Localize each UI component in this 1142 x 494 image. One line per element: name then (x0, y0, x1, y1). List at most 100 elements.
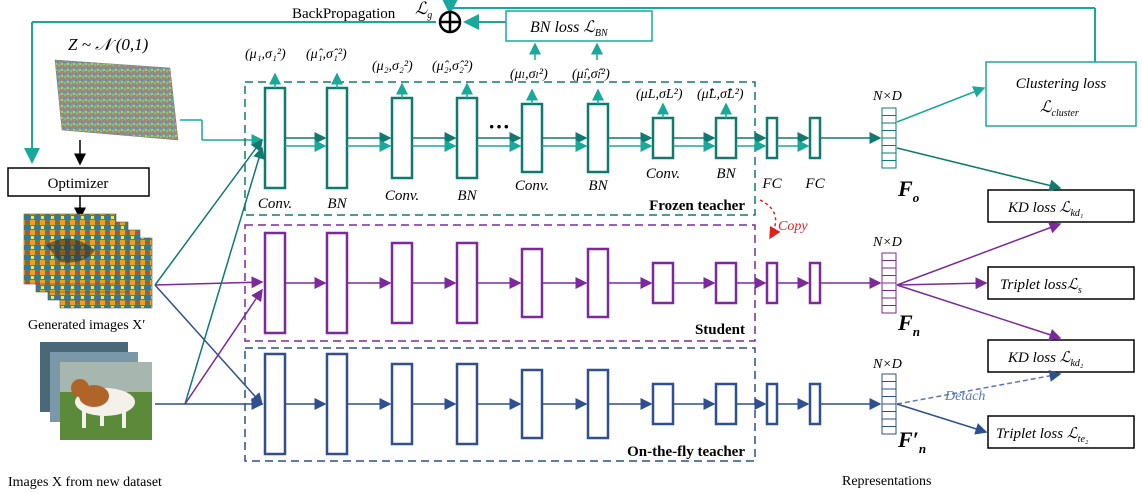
fn-symbol: Fn (897, 310, 920, 339)
frozen-layer-conv (390, 96, 414, 180)
frozen-representation-cell (881, 115, 897, 124)
noise-label: Z ~ 𝒩 (0,1) (68, 35, 149, 54)
fn-prime-symbol: F′n (897, 427, 926, 456)
ellipsis: ··· (488, 114, 510, 139)
onthefly-layer-fc (765, 382, 779, 426)
representations-label: Representations (842, 474, 931, 489)
cluster-loss-box (985, 61, 1137, 127)
stat-mu1-hat: (μ̂₁,σ̂₁²) (306, 47, 347, 62)
student-label: Student (695, 322, 745, 338)
output-arrows (896, 86, 1062, 435)
student-representation-cell (881, 252, 897, 261)
onthefly-representation-cell (881, 396, 897, 405)
kd1-loss-label: KD loss ℒkd₁ (1007, 200, 1083, 219)
layer-label-conv: Conv. (646, 166, 680, 182)
onthefly-layer-bn (714, 382, 738, 426)
onthefly-representation-cell (881, 418, 897, 427)
stat-muL: (μL,σL²) (636, 87, 683, 102)
generated-label: Generated images X′ (28, 318, 145, 333)
student-frame (244, 224, 756, 342)
bn-statistics: (μ₁,σ₁²) (μ̂₁,σ̂₁²) (μ₂,σ₂²) (μ̂₂,σ̂₂²) … (245, 47, 744, 102)
student-layer-conv (651, 261, 675, 305)
layer-label-fc: FC (761, 176, 782, 192)
frozen-teacher-label: Frozen teacher (649, 198, 745, 214)
student-representation-cell (881, 305, 897, 314)
nxd-top: N×D (872, 89, 902, 104)
kd1-loss-box (987, 189, 1135, 223)
copy-label: Copy (778, 219, 808, 234)
stat-mu2-hat: (μ̂₂,σ̂₂²) (432, 59, 473, 74)
student-layer-conv (263, 231, 287, 335)
onthefly-representation-cell (881, 381, 897, 390)
triplet-te-loss-box (987, 415, 1135, 449)
student-layer-conv (520, 247, 544, 319)
triplet-s-loss-box (987, 266, 1135, 300)
triplet-s-loss-label: Triplet lossℒs (1000, 277, 1082, 296)
bn-loss-box (505, 10, 653, 42)
frozen-layer-conv (520, 102, 544, 174)
layer-label-bn: BN (716, 166, 736, 182)
layer-label-bn: BN (457, 188, 477, 204)
detach-label: Detach (944, 389, 985, 404)
layer-label-bn: BN (327, 196, 347, 212)
student-layer-fc (808, 261, 822, 305)
layer-label-conv: Conv. (258, 196, 292, 212)
student-layer-conv (390, 241, 414, 325)
frozen-layer-fc (808, 116, 822, 160)
student-layer-bn (455, 241, 479, 325)
dataset-images (40, 342, 152, 440)
student-representation-cell (881, 297, 897, 306)
frozen-layer-bn (325, 86, 349, 190)
onthefly-representation-cell (881, 411, 897, 420)
stat-mu1: (μ₁,σ₁²) (245, 47, 286, 62)
optimizer-label: Optimizer (48, 176, 109, 192)
onthefly-representation-cell (881, 426, 897, 435)
frozen-layer-bn (455, 96, 479, 180)
triplet-te-loss-label: Triplet loss ℒte₂ (996, 426, 1089, 445)
student-layer-fc (765, 261, 779, 305)
optimizer-box (7, 167, 150, 197)
generated-images (23, 213, 153, 309)
representation-columns (881, 107, 897, 435)
frozen-representation-cell (881, 130, 897, 139)
bn-loss-feed (529, 42, 603, 60)
student-layer-bn (586, 247, 610, 319)
student-representation-cell (881, 275, 897, 284)
frozen-layer-bn (714, 116, 738, 160)
layer-label-bn: BN (588, 178, 608, 194)
onthefly-layer-conv (263, 352, 287, 456)
noise-image (54, 59, 179, 141)
frozen-layer-bn (586, 102, 610, 174)
student-layer-bn (714, 261, 738, 305)
backprop-label: BackPropagation (292, 6, 396, 22)
frozen-layer-conv (651, 116, 675, 160)
onthefly-label: On-the-fly teacher (627, 444, 745, 460)
student-representation-cell (881, 267, 897, 276)
frozen-layer-fc (765, 116, 779, 160)
student-representation-cell (881, 282, 897, 291)
onthefly-layer-bn (325, 352, 349, 456)
lg-symbol: ℒg (415, 0, 432, 21)
onthefly-layer-conv (390, 362, 414, 446)
kd2-loss-label: KD loss ℒkd₂ (1007, 350, 1084, 369)
student-representation-cell (881, 260, 897, 269)
layer-label-conv: Conv. (515, 178, 549, 194)
network-layers: Conv. BN Conv. BN Conv. BN Conv. BN FC FC (258, 72, 882, 456)
frozen-layer-conv (263, 86, 287, 190)
onthefly-representation-cell (881, 388, 897, 397)
stat-mul-hat: (μ̂ₗ,σ̂ₗ²) (572, 67, 610, 82)
sum-icon (438, 10, 462, 34)
frozen-representation-cell (881, 107, 897, 116)
nxd-bot: N×D (872, 357, 902, 372)
frozen-representation-cell (881, 137, 897, 146)
stat-mul: (μₗ,σₗ²) (510, 67, 548, 82)
cluster-loss-title: Clustering loss (1016, 76, 1107, 92)
onthefly-layer-bn (455, 362, 479, 446)
dataset-label: Images X from new dataset (8, 475, 162, 490)
fo-symbol: Fo (897, 176, 920, 205)
frozen-representation-cell (881, 160, 897, 169)
bn-loss-label: BN loss ℒBN (530, 19, 609, 39)
nxd-mid: N×D (872, 235, 902, 250)
frozen-representation-cell (881, 145, 897, 154)
